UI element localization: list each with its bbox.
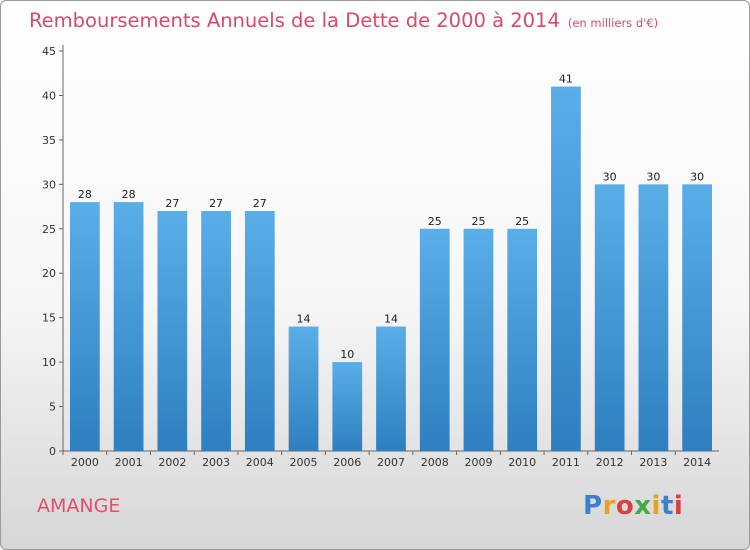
x-tick-label: 2006 <box>333 456 361 469</box>
commune-name: AMANGE <box>37 495 121 517</box>
logo-letter: t <box>660 491 674 521</box>
y-tick-label: 0 <box>49 445 56 458</box>
bar <box>594 184 625 452</box>
y-tick-label: 25 <box>42 223 56 236</box>
x-tick-label: 2007 <box>377 456 405 469</box>
chart-subtitle: (en milliers d'€) <box>567 16 659 30</box>
y-tick-label: 20 <box>42 267 56 280</box>
bar <box>507 228 538 451</box>
bar-value-label: 14 <box>297 313 311 326</box>
logo-letter: i <box>651 491 661 521</box>
bar-value-label: 27 <box>165 197 179 210</box>
x-tick-label: 2003 <box>202 456 230 469</box>
bar-value-label: 30 <box>603 170 617 183</box>
x-tick-label: 2012 <box>596 456 624 469</box>
y-tick-label: 5 <box>49 401 56 414</box>
y-tick-label: 10 <box>42 356 56 369</box>
proxiti-logo: Proxiti <box>583 491 683 521</box>
y-tick-label: 30 <box>42 178 56 191</box>
logo-letter: x <box>634 491 652 521</box>
bar-value-label: 27 <box>253 197 267 210</box>
bar-value-label: 30 <box>690 170 704 183</box>
chart-title: Remboursements Annuels de la Dette de 20… <box>29 9 560 32</box>
x-tick-label: 2000 <box>71 456 99 469</box>
bar-value-label: 28 <box>122 188 136 201</box>
logo-letter: P <box>583 491 603 521</box>
logo-letter: i <box>673 491 684 521</box>
bar-value-label: 14 <box>384 313 398 326</box>
x-tick-label: 2008 <box>421 456 449 469</box>
bar <box>638 184 669 452</box>
bar <box>332 362 363 451</box>
bar <box>463 228 494 451</box>
y-tick-label: 35 <box>42 134 56 147</box>
x-tick-label: 2010 <box>508 456 536 469</box>
bar <box>551 86 581 452</box>
x-tick-label: 2014 <box>683 456 711 469</box>
bar-value-label: 41 <box>559 73 573 86</box>
bar <box>419 228 450 451</box>
bar <box>69 202 100 451</box>
x-tick-label: 2011 <box>552 456 580 469</box>
bar-value-label: 28 <box>78 188 92 201</box>
bar-value-label: 30 <box>646 170 660 183</box>
x-tick-label: 2002 <box>158 456 186 469</box>
bar <box>682 184 713 452</box>
logo-letter: r <box>602 491 616 521</box>
y-tick-label: 45 <box>42 45 56 58</box>
bar-value-label: 25 <box>515 215 529 228</box>
chart-title-block: Remboursements Annuels de la Dette de 20… <box>29 9 658 32</box>
x-tick-label: 2005 <box>290 456 318 469</box>
bar <box>201 211 231 451</box>
y-tick-label: 15 <box>42 312 56 325</box>
logo-letter: o <box>615 491 635 521</box>
bar <box>244 211 275 451</box>
x-tick-label: 2009 <box>464 456 492 469</box>
bar-value-label: 25 <box>428 215 442 228</box>
bar <box>288 326 319 451</box>
x-tick-label: 2001 <box>115 456 143 469</box>
y-tick-label: 40 <box>42 89 56 102</box>
bar <box>376 326 406 451</box>
bar-value-label: 27 <box>209 197 223 210</box>
bar <box>157 211 188 451</box>
bar-value-label: 25 <box>471 215 485 228</box>
x-tick-label: 2013 <box>639 456 667 469</box>
bar <box>113 202 144 451</box>
bar-value-label: 10 <box>340 348 354 361</box>
x-tick-label: 2004 <box>246 456 274 469</box>
